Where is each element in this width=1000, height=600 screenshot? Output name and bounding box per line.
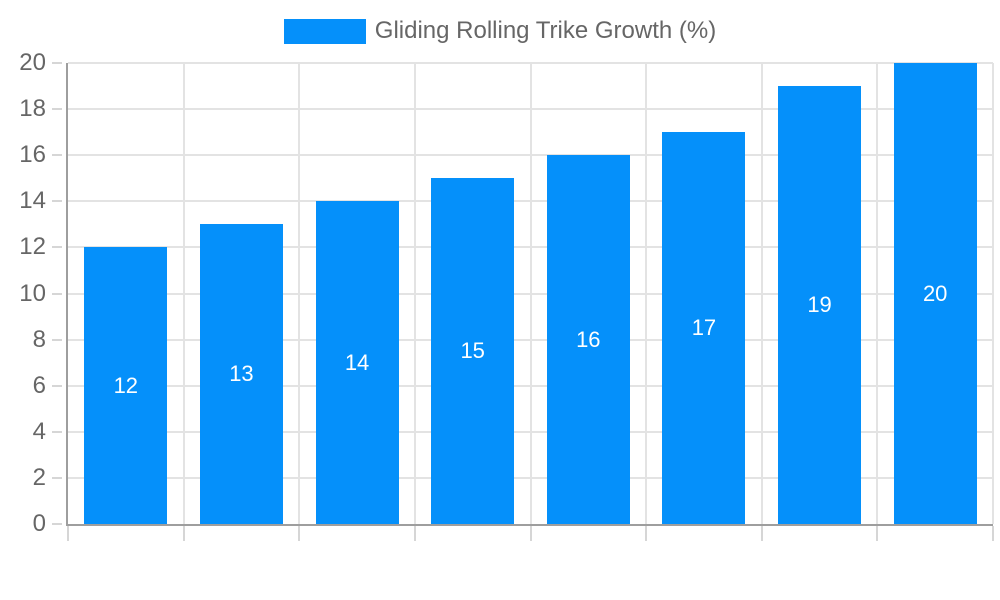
x-tick bbox=[760, 526, 763, 541]
x-tick bbox=[876, 526, 879, 541]
y-tick-label: 6 bbox=[32, 371, 46, 399]
y-tick bbox=[52, 108, 62, 111]
y-tick bbox=[52, 384, 62, 387]
y-tick-label: 8 bbox=[32, 325, 46, 353]
y-tick bbox=[52, 338, 62, 341]
x-tick bbox=[182, 526, 185, 541]
y-tick-label: 18 bbox=[19, 95, 46, 123]
x-tick bbox=[645, 526, 648, 541]
y-tick-label: 4 bbox=[32, 417, 46, 445]
v-gridline bbox=[413, 63, 416, 524]
bar bbox=[778, 86, 862, 524]
x-tick bbox=[992, 526, 994, 541]
y-tick bbox=[52, 292, 62, 295]
v-gridline bbox=[529, 63, 532, 524]
bar bbox=[84, 247, 168, 524]
bar-value-label: 16 bbox=[576, 326, 601, 352]
legend-label: Gliding Rolling Trike Growth (%) bbox=[374, 17, 717, 44]
y-tick-label: 14 bbox=[19, 187, 46, 215]
bar-value-label: 17 bbox=[691, 315, 717, 341]
y-axis bbox=[66, 63, 68, 526]
y-tick-label: 20 bbox=[19, 49, 46, 76]
bar-value-label: 20 bbox=[922, 280, 948, 306]
bar-value-label: 15 bbox=[460, 338, 485, 364]
y-tick bbox=[52, 523, 62, 525]
x-tick bbox=[529, 526, 532, 541]
y-tick bbox=[52, 62, 62, 64]
bar bbox=[893, 63, 977, 524]
v-gridline bbox=[298, 63, 301, 524]
v-gridline bbox=[876, 63, 879, 524]
v-gridline bbox=[645, 63, 648, 524]
y-tick bbox=[52, 200, 62, 203]
bar bbox=[546, 155, 630, 524]
x-tick bbox=[298, 526, 301, 541]
legend-swatch bbox=[283, 18, 366, 44]
bar-value-label: 14 bbox=[344, 349, 370, 375]
y-tick bbox=[52, 246, 62, 249]
y-tick-label: 10 bbox=[19, 279, 46, 307]
v-gridline bbox=[182, 63, 185, 524]
x-tick bbox=[67, 526, 69, 541]
bar-value-label: 13 bbox=[229, 361, 254, 387]
bar bbox=[431, 178, 515, 524]
legend: Gliding Rolling Trike Growth (%) bbox=[0, 17, 1000, 45]
y-tick bbox=[52, 430, 62, 433]
y-tick-label: 12 bbox=[19, 233, 46, 261]
bar bbox=[662, 132, 746, 524]
bar bbox=[315, 201, 399, 524]
x-tick bbox=[413, 526, 416, 541]
v-gridline bbox=[760, 63, 763, 524]
y-tick-label: 16 bbox=[19, 141, 46, 169]
x-axis bbox=[66, 524, 993, 526]
bar-value-label: 12 bbox=[113, 372, 139, 398]
bar-value-label: 19 bbox=[807, 292, 832, 318]
y-tick bbox=[52, 476, 62, 479]
y-tick-label: 2 bbox=[32, 463, 46, 491]
y-tick-label: 0 bbox=[32, 510, 46, 537]
v-gridline bbox=[992, 63, 994, 524]
y-tick bbox=[52, 154, 62, 157]
bar bbox=[199, 224, 283, 524]
